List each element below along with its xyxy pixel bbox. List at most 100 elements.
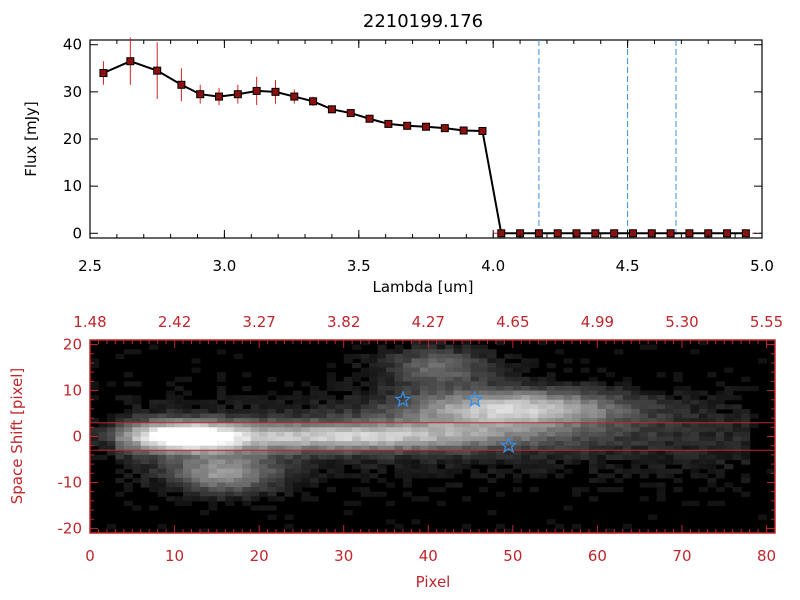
image-pixel [191, 367, 201, 373]
image-pixel [98, 436, 108, 442]
image-pixel [352, 404, 362, 410]
image-pixel [250, 468, 260, 474]
image-pixel [216, 427, 226, 433]
image-pixel [385, 381, 396, 387]
image-pixel [267, 431, 277, 438]
image-pixel [377, 362, 387, 369]
image-pixel [715, 413, 725, 419]
image-pixel [132, 450, 142, 456]
image-pixel [470, 408, 480, 415]
image-pixel [360, 422, 370, 428]
image-pixel [470, 344, 480, 350]
image-pixel [453, 362, 463, 369]
image-pixel [453, 390, 463, 396]
image-pixel [369, 376, 379, 382]
image-pixel [216, 395, 226, 401]
image-pixel [216, 459, 226, 465]
image-pixel [462, 372, 472, 378]
image-pixel [90, 418, 100, 424]
image-pixel [132, 422, 142, 428]
image-pixel [529, 390, 539, 396]
image-pixel [419, 408, 429, 415]
image-pixel [98, 427, 108, 433]
image-pixel [462, 395, 472, 401]
image-pixel [191, 468, 201, 474]
image-pixel [352, 454, 362, 461]
image-pixel [292, 422, 303, 428]
image-pixel [284, 404, 294, 410]
image-pixel [639, 496, 649, 502]
image-pixel [276, 454, 286, 461]
image-pixel [732, 404, 742, 410]
image-pixel [428, 422, 438, 428]
image-pixel [216, 491, 226, 497]
image-pixel [512, 376, 522, 382]
image-pixel [394, 349, 404, 355]
image-pixel [132, 464, 142, 470]
image-pixel [546, 381, 556, 387]
image-pixel [732, 427, 742, 433]
image-pixel [428, 454, 438, 461]
image-pixel [436, 367, 446, 373]
image-pixel [157, 441, 167, 447]
image-pixel [318, 431, 328, 438]
image-pixel [369, 473, 379, 479]
image-pixel [326, 441, 336, 447]
image-pixel [335, 473, 345, 479]
image-pixel [208, 505, 218, 511]
image-pixel [157, 418, 167, 424]
image-pixel [385, 385, 396, 392]
image-pixel [419, 367, 429, 373]
image-pixel [470, 459, 480, 465]
image-pixel [538, 381, 548, 387]
image-pixel [707, 477, 717, 484]
image-pixel [149, 473, 159, 479]
image-pixel [445, 404, 455, 410]
image-pixel [681, 390, 692, 396]
image-pixel [639, 436, 649, 442]
image-pixel [242, 454, 252, 461]
image-pixel [292, 431, 303, 438]
image-pixel [402, 477, 412, 484]
image-pixel [149, 418, 159, 424]
image-pixel [436, 450, 446, 456]
y-tick-label: 30 [63, 83, 82, 101]
image-pixel [631, 468, 641, 474]
image-pixel [555, 413, 565, 419]
image-pixel [690, 450, 700, 456]
image-pixel [250, 482, 260, 488]
image-pixel [487, 376, 497, 382]
image-pixel [504, 413, 514, 419]
image-pixel [132, 413, 142, 419]
image-pixel [242, 427, 252, 433]
image-pixel [343, 436, 353, 442]
image-pixel [123, 450, 133, 456]
image-pixel [352, 487, 362, 493]
image-pixel [402, 450, 412, 456]
image-pixel [707, 454, 717, 461]
image-pixel [648, 482, 658, 488]
image-pixel [318, 445, 328, 451]
image-pixel [546, 390, 556, 396]
image-pixel [597, 422, 607, 428]
image-pixel [512, 404, 522, 410]
image-pixel [132, 436, 142, 442]
image-pixel [512, 464, 522, 470]
image-pixel [199, 445, 209, 451]
wavelength-tick-label: 3.27 [242, 313, 275, 331]
image-pixel [318, 418, 328, 424]
image-pixel [140, 482, 150, 488]
image-pixel [715, 473, 725, 479]
image-pixel [140, 431, 150, 438]
image-pixel [267, 450, 277, 456]
image-pixel [385, 353, 396, 359]
image-pixel [335, 381, 345, 387]
image-pixel [394, 376, 404, 382]
image-pixel [605, 473, 615, 479]
data-point [685, 229, 694, 238]
image-pixel [529, 399, 539, 405]
image-pixel [555, 390, 565, 396]
image-pixel [301, 418, 311, 424]
image-pixel [233, 422, 243, 428]
image-pixel [749, 413, 759, 419]
